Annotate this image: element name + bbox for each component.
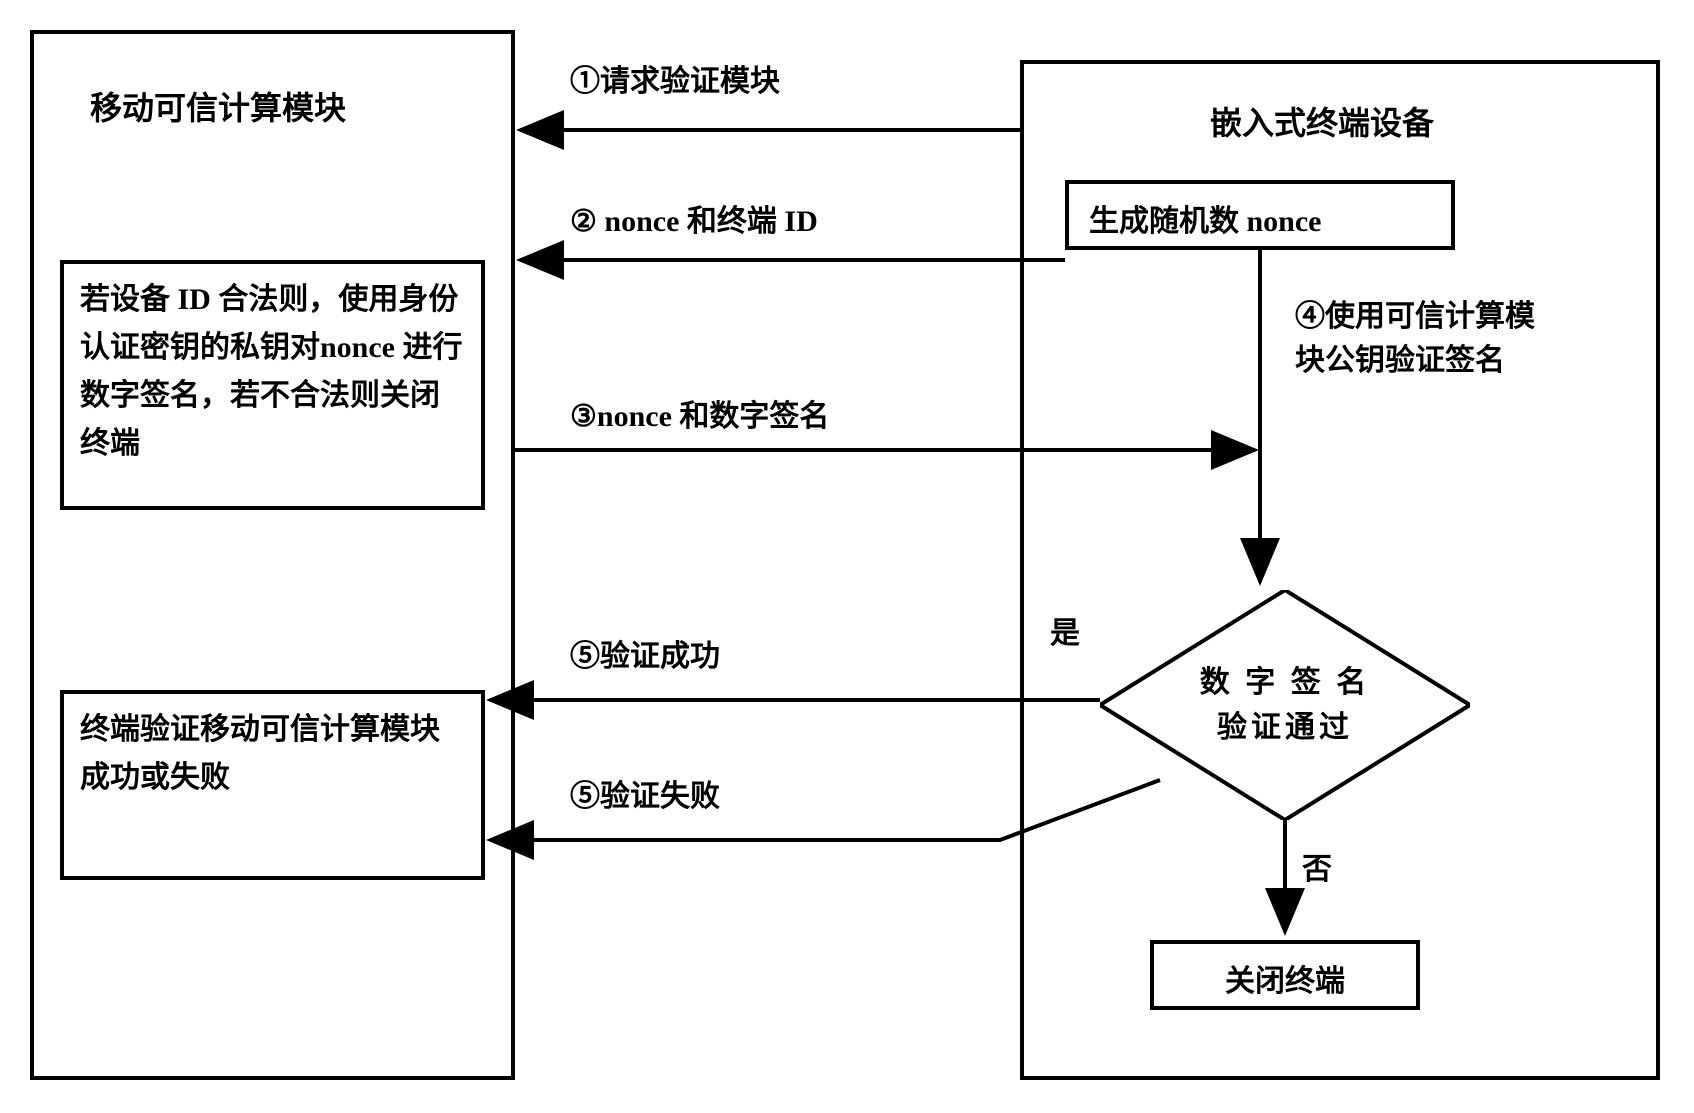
step4-label: ④使用可信计算模块公钥验证签名 [1295,295,1545,382]
arrow2-label: ② nonce 和终端 ID [570,200,818,244]
close-terminal-box: 关闭终端 [1150,940,1420,1010]
left-box-sign: 若设备 ID 合法则，使用身份认证密钥的私钥对nonce 进行数字签名，若不合法… [60,260,485,510]
diamond-text: 数 字 签 名验证通过 [1195,660,1375,750]
arrow5b-label: ⑤验证失败 [570,775,720,819]
arrow1-label: ①请求验证模块 [570,60,780,104]
yes-label: 是 [1050,612,1080,656]
decision-diamond: 数 字 签 名验证通过 [1100,590,1470,820]
arrow5a-label: ⑤验证成功 [570,635,720,679]
arrow3-label: ③nonce 和数字签名 [570,395,829,439]
right-module-title: 嵌入式终端设备 [1210,100,1434,146]
left-module-title: 移动可信计算模块 [90,85,346,131]
no-label: 否 [1302,848,1332,892]
left-box-result: 终端验证移动可信计算模块成功或失败 [60,690,485,880]
left-module-box [30,30,515,1080]
right-box-nonce: 生成随机数 nonce [1065,180,1455,250]
diagram-container: 移动可信计算模块 若设备 ID 合法则，使用身份认证密钥的私钥对nonce 进行… [0,0,1694,1113]
